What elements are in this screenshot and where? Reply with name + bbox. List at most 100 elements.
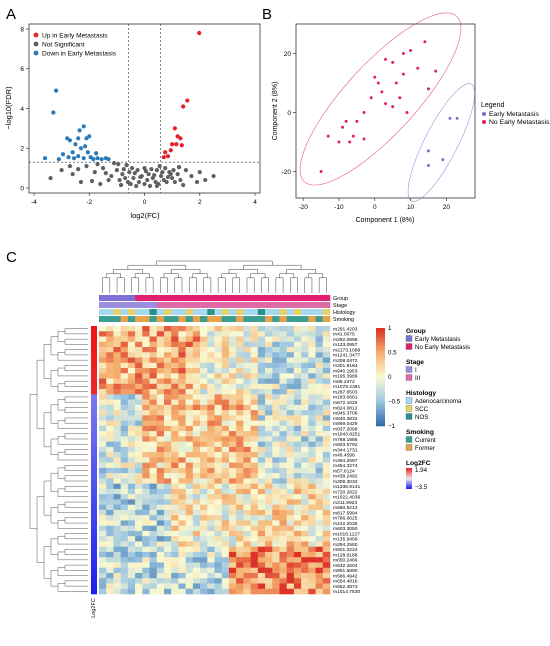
heatmap-cell	[120, 431, 129, 437]
volcano-point	[99, 157, 104, 162]
heatmap-cell	[293, 373, 302, 379]
heatmap-cell	[178, 352, 186, 358]
heatmap-cell	[272, 473, 280, 479]
heatmap-cell	[265, 457, 273, 463]
heatmap-cell	[142, 457, 150, 463]
heatmap-cell	[228, 441, 237, 448]
heatmap-cell	[228, 578, 237, 584]
heatmap-cell	[214, 452, 223, 458]
heatmap-cell	[243, 520, 251, 526]
annotation-cell-stage	[149, 302, 158, 308]
heatmap-cell	[178, 399, 186, 406]
color-scale-segment	[376, 357, 385, 361]
volcano-point	[183, 168, 189, 173]
heatmap-cell	[99, 362, 107, 369]
heatmap-cell	[163, 473, 172, 479]
legend-log2fc-min: −3.5	[415, 484, 428, 491]
heatmap-cell	[315, 567, 324, 574]
heatmap-cell	[301, 467, 309, 474]
heatmap-cell	[301, 462, 309, 469]
heatmap-cell	[207, 499, 215, 505]
heatmap-cell	[192, 362, 201, 369]
heatmap-cell	[236, 588, 244, 595]
heatmap-cell	[99, 357, 107, 364]
heatmap-cell	[127, 326, 136, 332]
heatmap-cell	[315, 546, 324, 553]
heatmap-cell	[228, 494, 237, 500]
heatmap-cell	[322, 494, 331, 500]
heatmap-cell	[156, 462, 165, 469]
heatmap-cell	[106, 394, 114, 400]
heatmap-cell	[135, 436, 143, 442]
volcano-point	[134, 183, 139, 189]
heatmap-cell	[221, 546, 230, 553]
heatmap-cell	[106, 362, 114, 369]
heatmap-cell	[265, 588, 273, 595]
heatmap-cell	[214, 541, 223, 548]
volcano-y-tick-label: 0	[20, 185, 24, 192]
heatmap-cell	[127, 347, 136, 353]
heatmap-cell	[236, 473, 244, 479]
heatmap-cell	[200, 399, 208, 406]
heatmap-cell	[200, 583, 208, 590]
heatmap-cell	[156, 404, 165, 411]
heatmap-cell	[185, 467, 194, 474]
heatmap-cell	[272, 452, 280, 458]
heatmap-cell	[236, 572, 244, 579]
heatmap-cell	[315, 494, 324, 500]
volcano-point	[146, 171, 151, 177]
heatmap-cell	[308, 362, 316, 369]
heatmap-cell	[257, 462, 266, 469]
log2fc-side-cell	[91, 373, 97, 379]
heatmap-cell	[207, 509, 215, 516]
heatmap-cell	[142, 467, 150, 474]
annotation-cell-smoking	[286, 316, 295, 322]
heatmap-cell	[272, 583, 280, 590]
volcano-y-tick-label: 2	[20, 146, 24, 153]
volcano-point	[76, 154, 81, 159]
heatmap-cell	[236, 515, 244, 521]
heatmap-cell	[322, 520, 331, 526]
heatmap-cell	[142, 567, 150, 574]
annotation-cell-smoking	[214, 316, 223, 322]
heatmap-cell	[113, 504, 121, 511]
volcano-point	[124, 163, 129, 168]
heatmap-cell	[243, 404, 251, 411]
annotation-cell-histology	[178, 309, 186, 315]
log2fc-side-cell	[91, 410, 97, 416]
heatmap-cell	[272, 551, 280, 558]
heatmap-cell	[185, 499, 194, 505]
heatmap-cell	[286, 572, 295, 579]
heatmap-cell	[142, 410, 150, 416]
volcano-point	[174, 142, 179, 147]
heatmap-cell	[207, 341, 215, 348]
heatmap-cell	[135, 336, 143, 343]
heatmap-cell	[236, 404, 244, 411]
heatmap-cell	[250, 347, 259, 353]
heatmap-cell	[301, 583, 309, 590]
heatmap-cell	[279, 410, 287, 416]
heatmap-cell	[156, 441, 165, 448]
heatmap-cell	[228, 326, 237, 332]
legend-log2fc-gradient	[406, 483, 412, 486]
heatmap-cell	[106, 551, 114, 558]
log2fc-side-cell	[91, 551, 97, 558]
heatmap-cell	[200, 436, 208, 442]
color-scale-segment	[376, 328, 385, 331]
heatmap-cell	[178, 588, 186, 595]
heatmap-cell	[286, 467, 295, 474]
log2fc-side-cell	[91, 420, 97, 427]
annotation-row-label: Group	[333, 296, 348, 302]
heatmap-cell	[257, 551, 266, 558]
heatmap-cell	[142, 436, 150, 442]
heatmap-cell	[272, 420, 280, 427]
log2fc-side-cell	[91, 572, 97, 579]
legend-item-stage: III	[415, 375, 420, 382]
heatmap-cell	[250, 520, 259, 526]
heatmap-cell	[185, 588, 194, 595]
heatmap-cell	[207, 383, 215, 390]
heatmap-cell	[315, 478, 324, 484]
heatmap-cell	[200, 362, 208, 369]
heatmap-cell	[171, 389, 179, 395]
log2fc-side-cell	[91, 341, 97, 348]
